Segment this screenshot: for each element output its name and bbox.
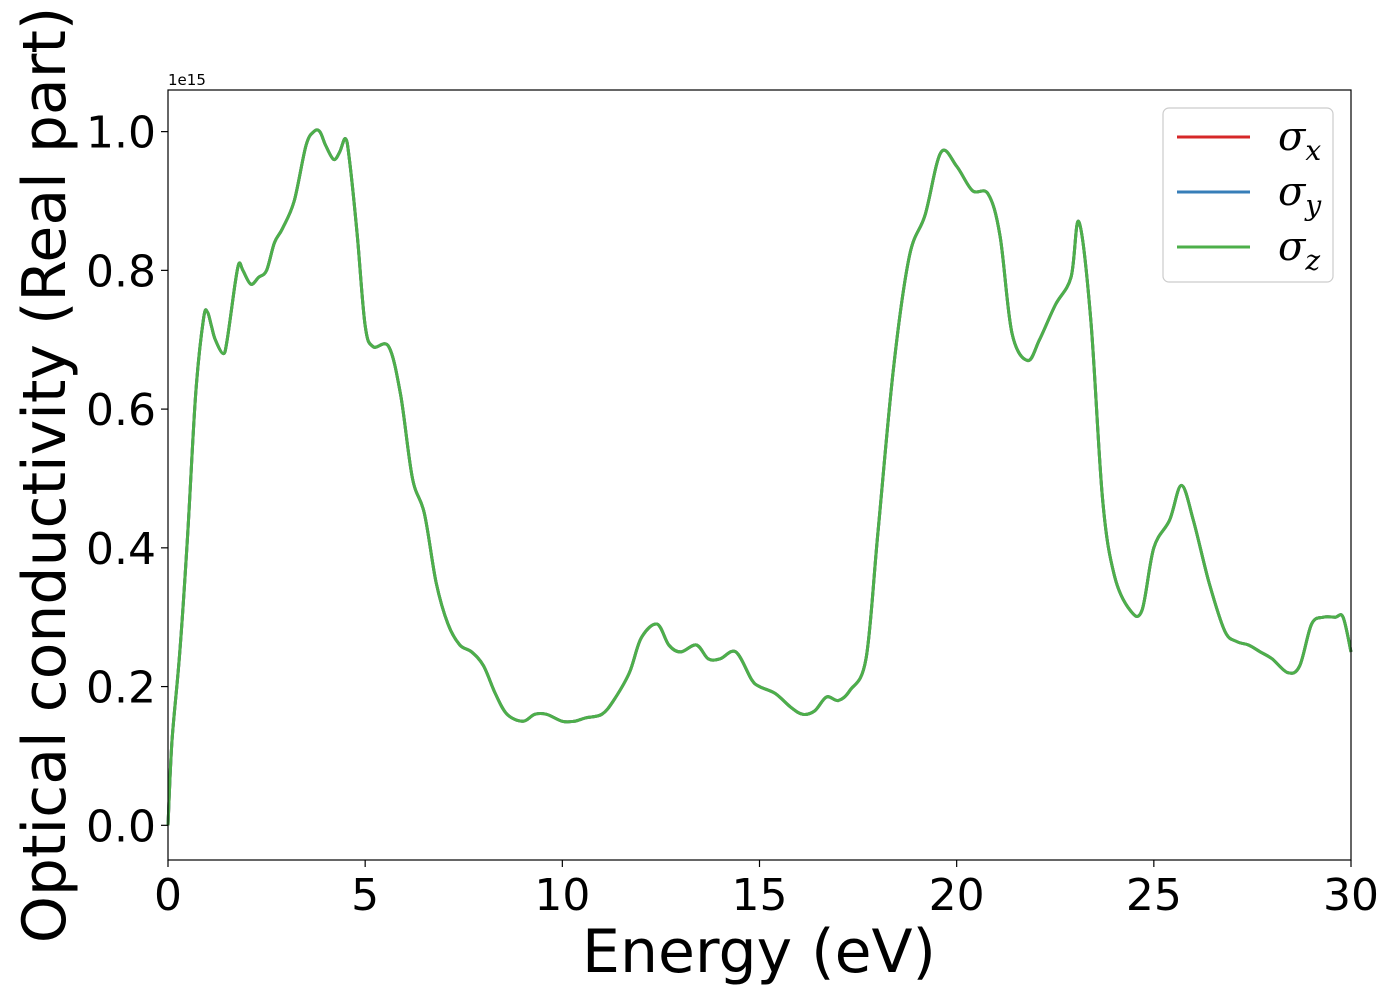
y-tick-label: 0.2 [86, 663, 156, 714]
y-offset-text: 1e15 [168, 71, 206, 89]
x-tick-label: 30 [1323, 870, 1379, 921]
series-line-3 [166, 128, 1353, 826]
series-layer [166, 128, 1353, 826]
x-tick-label: 25 [1126, 870, 1182, 921]
y-tick-label: 0.8 [86, 246, 156, 297]
y-tick-label: 0.0 [86, 801, 156, 852]
x-tick-label: 0 [154, 870, 182, 921]
x-tick-label: 10 [534, 870, 590, 921]
x-axis-label: Energy (eV) [582, 917, 936, 987]
x-tick-label: 20 [929, 870, 985, 921]
x-tick-label: 5 [351, 870, 379, 921]
y-tick-label: 0.6 [86, 385, 156, 436]
y-axis-label: Optical conductivity (Real part) [10, 7, 80, 944]
y-axis-ticks: 0.0 0.2 0.4 0.6 0.8 1.0 [86, 108, 168, 852]
y-tick-label: 1.0 [86, 108, 156, 159]
legend-box [1162, 107, 1334, 283]
x-axis-ticks: 0 5 10 15 20 25 30 [154, 860, 1379, 921]
x-tick-label: 15 [732, 870, 788, 921]
y-tick-label: 0.4 [86, 524, 156, 575]
